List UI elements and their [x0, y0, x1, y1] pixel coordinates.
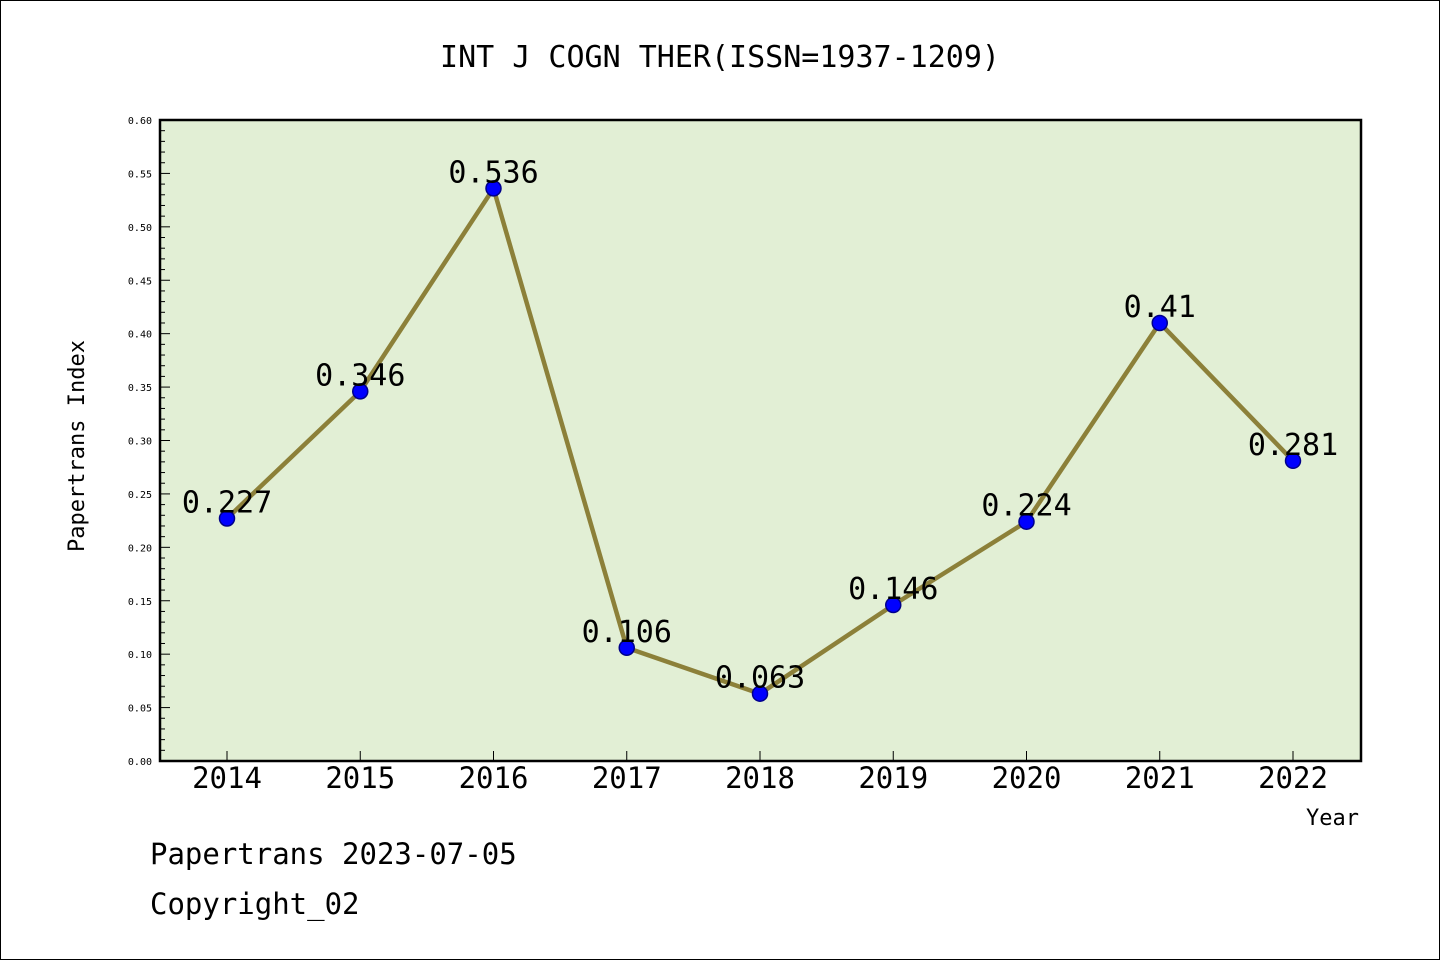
- data-label: 0.227: [182, 485, 272, 520]
- y-tick-label: 0.15: [128, 597, 152, 608]
- x-tick-label: 2020: [992, 761, 1062, 795]
- x-tick-label: 2015: [325, 761, 395, 795]
- data-label: 0.536: [448, 155, 538, 190]
- data-label: 0.346: [315, 358, 405, 393]
- y-tick-label: 0.40: [128, 330, 152, 341]
- y-tick-label: 0.10: [128, 650, 152, 661]
- data-label: 0.146: [848, 572, 938, 607]
- y-tick-label: 0.30: [128, 437, 152, 448]
- data-point: [485, 180, 502, 197]
- data-points: [218, 180, 1302, 702]
- x-tick-label: 2014: [192, 761, 262, 795]
- data-label: 0.281: [1248, 428, 1338, 463]
- data-label: 0.106: [582, 615, 672, 650]
- x-tick-label: 2022: [1258, 761, 1328, 795]
- y-tick-label: 0.35: [128, 383, 152, 394]
- data-point: [1151, 314, 1168, 332]
- x-tick-label: 2021: [1125, 761, 1195, 795]
- y-axis-ticks: 0.00 0.05 0.10 0.15 0.20 0.25 0.30 0.35 0.40 0.45…: [128, 116, 170, 768]
- x-tick-label: 2018: [725, 761, 795, 795]
- data-label: 0.063: [715, 661, 805, 696]
- y-tick-label: 0.60: [128, 116, 152, 127]
- data-point: [751, 685, 769, 702]
- footer-date: Papertrans 2023-07-05: [150, 837, 517, 871]
- data-label: 0.41: [1124, 290, 1196, 325]
- data-label: 0.224: [981, 489, 1071, 524]
- x-tick-label: 2019: [858, 761, 928, 795]
- x-axis-label: Year: [1306, 806, 1359, 831]
- footer-copyright: Copyright_02: [150, 887, 360, 922]
- y-tick-label: 0.50: [128, 223, 152, 234]
- data-point: [352, 383, 369, 400]
- data-labels: 0.227 0.346 0.536 0.106 0.063 0.146 0.224 0.41 0…: [182, 155, 1338, 695]
- y-tick-label: 0.55: [128, 169, 152, 180]
- data-point: [885, 596, 902, 614]
- data-point: [218, 510, 236, 527]
- y-axis-label: Papertrans Index: [65, 340, 90, 552]
- x-tick-label: 2017: [592, 761, 662, 795]
- plot-area: [158, 118, 1363, 763]
- y-tick-label: 0.20: [128, 543, 152, 554]
- data-point: [618, 639, 635, 657]
- y-tick-label: 0.05: [128, 704, 152, 715]
- x-axis-ticks: 2014 2015 2016 2017 2018 2019 2020 2021 2022: [192, 751, 1328, 795]
- y-tick-label: 0.25: [128, 490, 152, 501]
- y-tick-label: 0.45: [128, 276, 152, 287]
- data-point: [1284, 452, 1302, 470]
- chart-title: INT J COGN THER(ISSN=1937-1209): [440, 40, 1000, 75]
- x-tick-label: 2016: [459, 761, 529, 795]
- data-point: [1018, 513, 1035, 530]
- y-tick-label: 0.00: [128, 757, 152, 768]
